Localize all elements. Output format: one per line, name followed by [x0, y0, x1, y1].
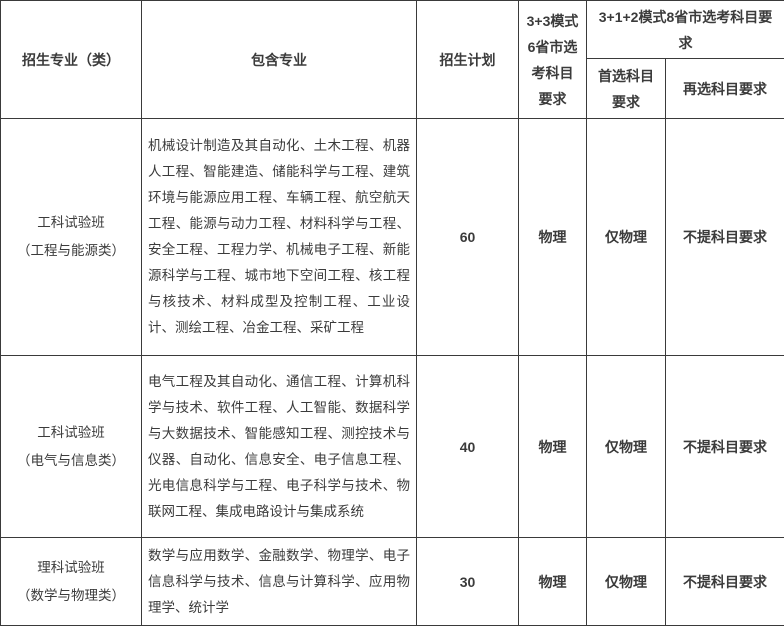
header-included-majors: 包含专业	[142, 1, 417, 119]
cell-mode-3-3-requirement: 物理	[519, 538, 587, 626]
cell-included-majors: 数学与应用数学、金融数学、物理学、电子信息科学与技术、信息与计算科学、应用物理学…	[142, 538, 417, 626]
major-name-line: 工科试验班	[5, 419, 137, 447]
cell-first-subject-requirement: 仅物理	[587, 538, 666, 626]
header-first-subject: 首选科目要求	[587, 59, 666, 119]
header-mode-3-1-2: 3+1+2模式8省市选考科目要求	[587, 1, 784, 59]
cell-second-subject-requirement: 不提科目要求	[666, 119, 784, 356]
cell-enrollment-plan: 30	[417, 538, 519, 626]
table-row: 理科试验班 （数学与物理类） 数学与应用数学、金融数学、物理学、电子信息科学与技…	[1, 538, 784, 626]
table-row: 工科试验班 （电气与信息类） 电气工程及其自动化、通信工程、计算机科学与技术、软…	[1, 356, 784, 538]
table-row: 工科试验班 （工程与能源类） 机械设计制造及其自动化、土木工程、机器人工程、智能…	[1, 119, 784, 356]
cell-major-category: 工科试验班 （电气与信息类）	[1, 356, 142, 538]
header-mode-3-3: 3+3模式6省市选考科目要求	[519, 1, 587, 119]
cell-included-majors: 电气工程及其自动化、通信工程、计算机科学与技术、软件工程、人工智能、数据科学与大…	[142, 356, 417, 538]
header-second-subject: 再选科目要求	[666, 59, 784, 119]
cell-second-subject-requirement: 不提科目要求	[666, 356, 784, 538]
major-group-line: （电气与信息类）	[5, 447, 137, 475]
major-name-line: 工科试验班	[5, 209, 137, 237]
cell-first-subject-requirement: 仅物理	[587, 119, 666, 356]
cell-mode-3-3-requirement: 物理	[519, 119, 587, 356]
header-enrollment-plan: 招生计划	[417, 1, 519, 119]
cell-major-category: 理科试验班 （数学与物理类）	[1, 538, 142, 626]
major-group-line: （工程与能源类）	[5, 237, 137, 265]
cell-enrollment-plan: 60	[417, 119, 519, 356]
major-name-line: 理科试验班	[5, 554, 137, 582]
cell-included-majors: 机械设计制造及其自动化、土木工程、机器人工程、智能建造、储能科学与工程、建筑环境…	[142, 119, 417, 356]
header-mode-3-1-2-text: 3+1+2模式8省市选考科目要求	[596, 4, 776, 56]
cell-enrollment-plan: 40	[417, 356, 519, 538]
major-group-line: （数学与物理类）	[5, 582, 137, 610]
cell-first-subject-requirement: 仅物理	[587, 356, 666, 538]
cell-second-subject-requirement: 不提科目要求	[666, 538, 784, 626]
cell-major-category: 工科试验班 （工程与能源类）	[1, 119, 142, 356]
header-major-category: 招生专业（类）	[1, 1, 142, 119]
cell-mode-3-3-requirement: 物理	[519, 356, 587, 538]
